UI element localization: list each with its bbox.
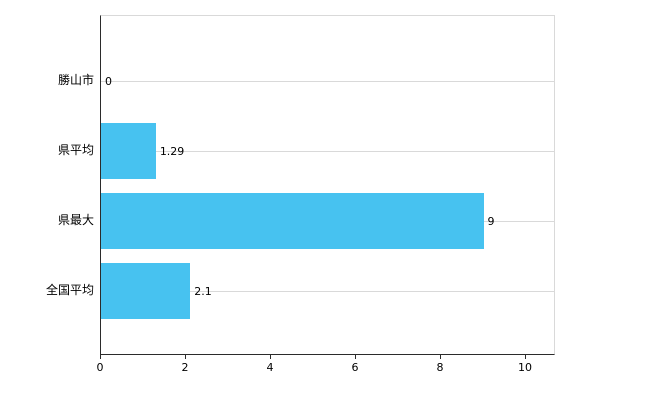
value-label: 9 <box>487 215 495 228</box>
category-label: 全国平均 <box>45 283 94 297</box>
category-label: 県平均 <box>57 143 94 157</box>
x-axis-tick <box>525 355 526 359</box>
x-axis-tick <box>100 355 101 359</box>
x-axis-tick-label: 10 <box>518 361 532 374</box>
x-axis-tick-label: 4 <box>266 361 274 374</box>
bar-県最大 <box>101 193 484 249</box>
category-gridline <box>101 291 554 292</box>
x-axis-tick-label: 6 <box>351 361 359 374</box>
x-axis-tick-label: 2 <box>181 361 189 374</box>
plot-area: 0 1.29 9 2.1 <box>100 15 555 355</box>
x-axis-tick <box>355 355 356 359</box>
bar-全国平均 <box>101 263 191 319</box>
value-label: 1.29 <box>159 145 185 158</box>
x-axis-tick <box>440 355 441 359</box>
category-label: 勝山市 <box>57 73 94 87</box>
bar-県平均 <box>101 123 156 179</box>
category-gridline <box>101 81 554 82</box>
x-axis-tick-label: 0 <box>96 361 104 374</box>
category-gridline <box>101 151 554 152</box>
x-axis-tick <box>270 355 271 359</box>
value-label: 0 <box>105 75 112 88</box>
x-axis-tick-label: 8 <box>436 361 444 374</box>
category-label: 県最大 <box>57 213 94 227</box>
x-axis-tick <box>185 355 186 359</box>
value-label: 2.1 <box>194 285 212 298</box>
